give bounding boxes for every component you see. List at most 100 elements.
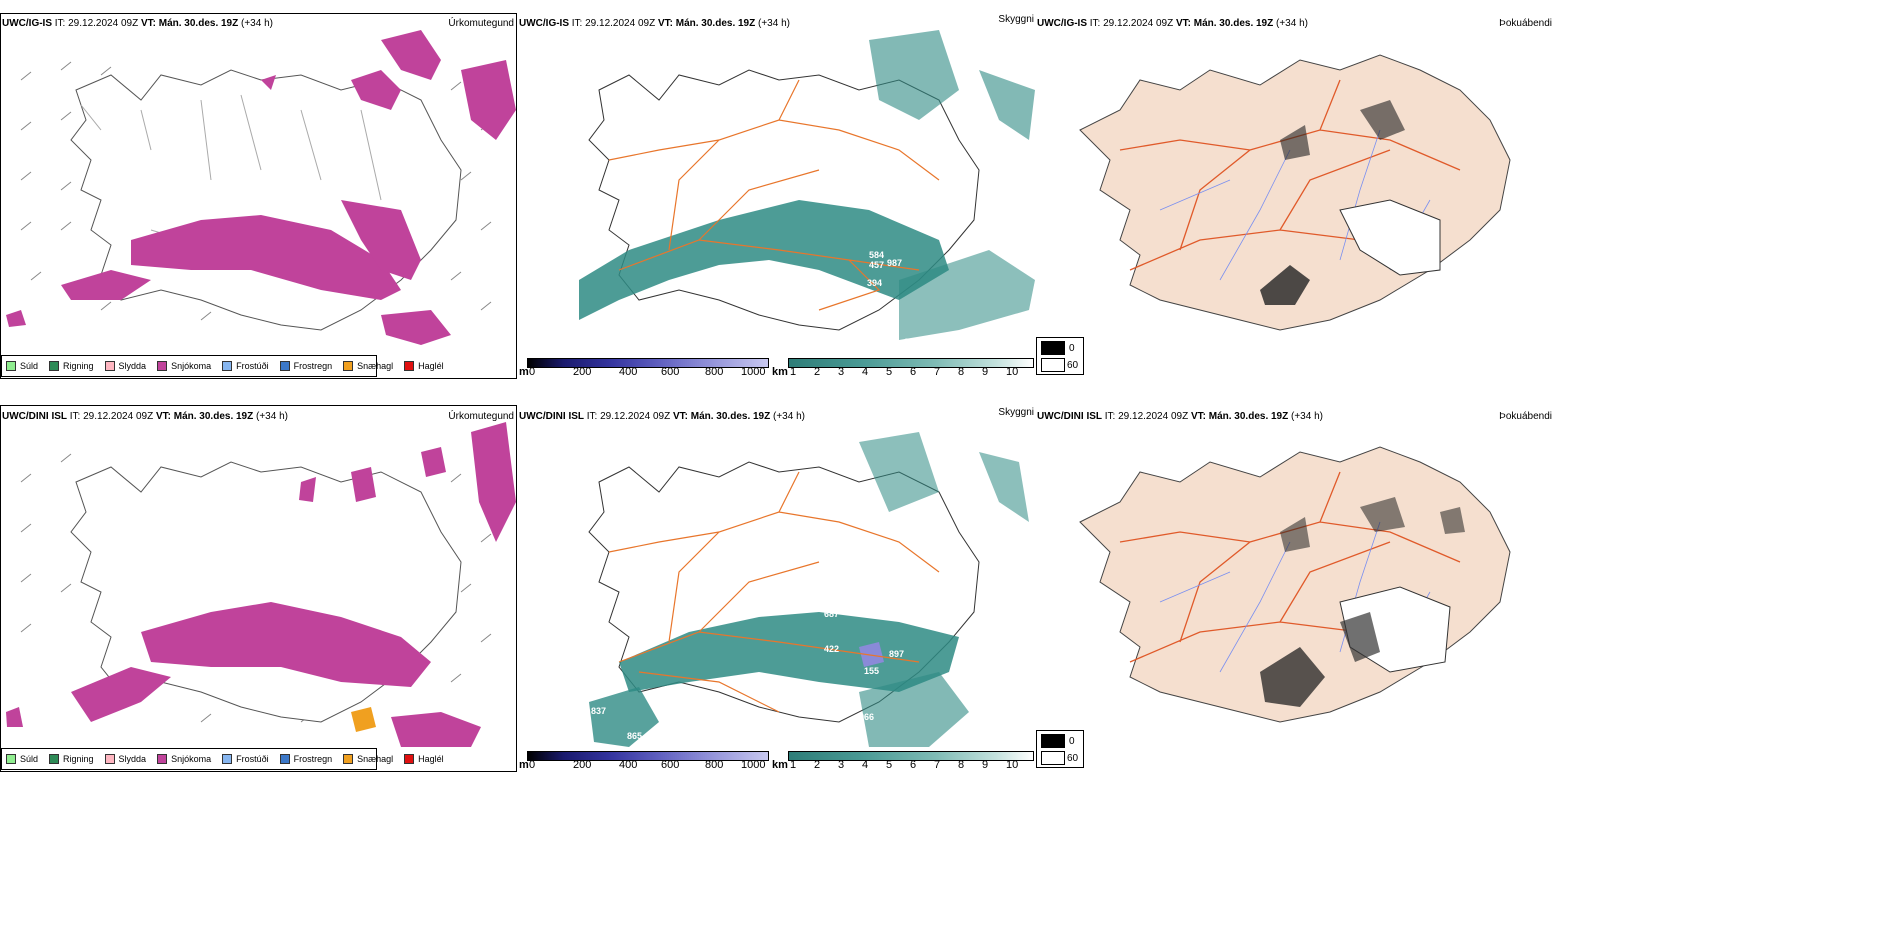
cloud-base-label: 457 [869,260,884,270]
row2-visibility-map: 687 422 155 897 966 837 865 [588,432,1029,747]
height-scale-unit: m [519,759,529,771]
row2-fog-legend: 0 60 [1036,730,1084,768]
visibility-tick: 3 [838,759,845,771]
legend-swatch [222,361,233,371]
row1-fog-header: UWC/IG-IS IT: 29.12.2024 09Z VT: Mán. 30… [1037,18,1308,29]
legend-swatch [343,361,354,371]
row2-fog-map [1079,446,1511,723]
visibility-tick: 5 [886,759,893,771]
row1-fog-title: Þokuábendi [1499,18,1552,29]
row1-fog-legend: 0 60 [1036,337,1084,375]
visibility-tick: 1 [790,759,797,771]
row1-precip-header: UWC/IG-IS IT: 29.12.2024 09Z VT: Mán. 30… [2,18,273,29]
fog-swatch-dark [1041,341,1065,355]
height-tick: 200 [573,366,592,378]
height-tick: 600 [661,759,680,771]
height-tick: 800 [705,366,724,378]
visibility-tick: 10 [1006,759,1019,771]
fog-tick: 0 [1069,343,1075,354]
visibility-tick: 8 [958,366,965,378]
legend-swatch [404,754,415,764]
visibility-scale-unit: km [772,759,788,771]
height-tick: 0 [529,366,536,378]
row2-height-scale: m 0 200 400 600 800 1000 [519,751,769,771]
cloud-base-label: 837 [591,706,606,716]
fog-tick: 0 [1069,736,1075,747]
legend-item: Slydda [104,754,146,764]
legend-item: Haglél [404,361,444,371]
height-tick: 1000 [741,366,766,378]
cloud-base-label: 8 [904,337,909,347]
visibility-tick: 1 [790,366,797,378]
row2-visibility-title: Skyggni [998,407,1034,418]
legend-item: Snæhagl [343,361,393,371]
legend-item: Frostregn [279,361,332,371]
row2-precip-title: Úrkomutegund [448,411,514,422]
cloud-base-label: 155 [864,666,879,676]
legend-swatch [279,754,290,764]
fog-tick: 60 [1067,753,1079,764]
cloud-base-label: 422 [824,644,839,654]
row2-precip-header: UWC/DINI ISL IT: 29.12.2024 09Z VT: Mán.… [2,411,288,422]
row1-precip-map [6,30,516,345]
row1-precip-title: Úrkomutegund [448,18,514,29]
visibility-tick: 4 [862,759,869,771]
row1-visibility-scale: km 1 2 3 4 5 6 7 8 9 10 [772,358,1034,378]
height-tick: 800 [705,759,724,771]
row1-height-scale: m 0 200 400 600 800 1000 [519,358,769,378]
cloud-base-label: 987 [887,258,902,268]
height-tick: 400 [619,759,638,771]
visibility-tick: 2 [814,759,821,771]
cloud-base-label: 966 [859,712,874,722]
legend-item: Snjókoma [157,361,211,371]
height-scale-unit: m [519,366,529,378]
row2-visibility-scale: km 1 2 3 4 5 6 7 8 9 10 [772,751,1034,771]
visibility-tick: 3 [838,366,845,378]
legend-swatch [49,754,60,764]
row2-precip-map [6,422,516,747]
legend-item: Rigning [49,754,94,764]
visibility-tick: 2 [814,366,821,378]
precip-panel-frame [0,405,517,772]
row1-fog-map [1079,54,1511,331]
cloud-base-label: 394 [867,278,882,288]
height-tick: 200 [573,759,592,771]
legend-swatch [279,361,290,371]
cloud-base-label: 584 [869,250,884,260]
row1-visibility-title: Skyggni [998,14,1034,25]
legend-swatch [104,754,115,764]
fog-swatch-light [1041,358,1065,372]
height-tick: 600 [661,366,680,378]
visibility-scale-bar [788,358,1034,368]
fog-tick: 60 [1067,360,1079,371]
legend-item: Haglél [404,754,444,764]
legend-swatch [49,361,60,371]
height-tick: 0 [529,759,536,771]
height-tick: 400 [619,366,638,378]
legend-item: Frostúði [222,754,269,764]
row1-visibility-header: UWC/IG-IS IT: 29.12.2024 09Z VT: Mán. 30… [519,18,790,29]
visibility-scale-unit: km [772,366,788,378]
height-tick: 1000 [741,759,766,771]
visibility-tick: 7 [934,759,941,771]
legend-swatch [104,361,115,371]
row2-visibility-header: UWC/DINI ISL IT: 29.12.2024 09Z VT: Mán.… [519,411,805,422]
visibility-scale-bar [788,751,1034,761]
legend-item: Súld [6,361,38,371]
visibility-tick: 6 [910,366,917,378]
visibility-tick: 7 [934,366,941,378]
legend-item: Snjókoma [157,754,211,764]
height-scale-bar [527,358,769,368]
visibility-tick: 9 [982,759,989,771]
fog-swatch-dark [1041,734,1065,748]
legend-swatch [343,754,354,764]
row2-fog-title: Þokuábendi [1499,411,1552,422]
precip-panel-frame [0,13,517,379]
row1-precip-legend: Súld Rigning Slydda Snjókoma Frostúði Fr… [1,355,444,377]
visibility-tick: 6 [910,759,917,771]
row1-visibility-map: 584 457 987 394 8 [579,30,1035,347]
visibility-tick: 9 [982,366,989,378]
legend-item: Rigning [49,361,94,371]
legend-swatch [6,361,16,371]
legend-swatch [222,754,233,764]
